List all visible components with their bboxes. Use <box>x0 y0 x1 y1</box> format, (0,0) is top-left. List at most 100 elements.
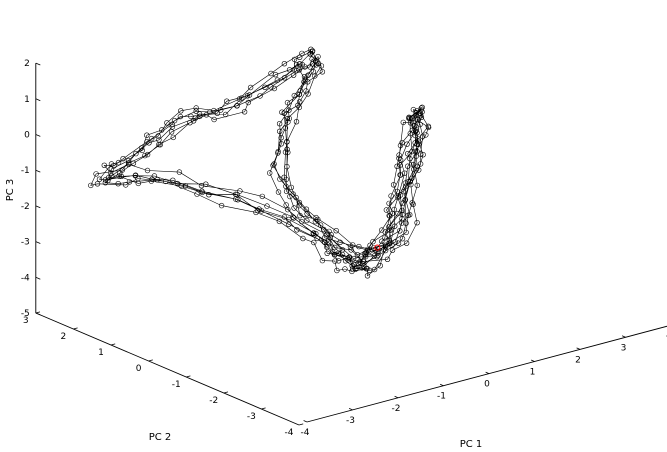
data-point-186 <box>277 128 283 135</box>
data-point-158 <box>256 206 262 212</box>
data-point-88 <box>286 221 292 228</box>
data-point-130 <box>414 220 420 226</box>
data-point-308 <box>164 120 170 126</box>
data-point-373 <box>93 171 99 177</box>
data-point-324 <box>276 120 283 127</box>
data-point-34 <box>193 108 199 114</box>
data-point-173 <box>214 110 221 116</box>
data-point-342 <box>411 122 418 129</box>
data-point-368 <box>163 178 169 185</box>
pc2-tick-2 <box>223 391 229 394</box>
data-point-129 <box>403 240 410 246</box>
data-point-108 <box>294 67 300 74</box>
pc2-axis-line <box>35 312 300 426</box>
data-point-375 <box>133 150 139 157</box>
data-point-410 <box>396 152 402 158</box>
data-point-8 <box>392 223 398 229</box>
data-point-237 <box>142 152 148 159</box>
pc2-tick-label-7: 3 <box>23 316 29 326</box>
data-point-244 <box>245 99 252 106</box>
pc3-tick-label-4: -1 <box>21 166 30 176</box>
pc2-tick-label-6: 2 <box>61 332 67 342</box>
data-point-355 <box>362 252 369 258</box>
data-point-66 <box>414 130 420 136</box>
pc3-tick-4 <box>35 169 41 173</box>
data-point-249 <box>315 53 321 60</box>
data-point-409 <box>394 163 400 170</box>
pc2-tick-0 <box>298 423 304 426</box>
data-point-86 <box>324 244 330 250</box>
data-point-154 <box>324 250 330 257</box>
data-point-322 <box>291 92 297 99</box>
data-point-152 <box>342 258 349 264</box>
data-point-182 <box>305 72 311 78</box>
data-point-62 <box>409 200 415 206</box>
data-point-304 <box>111 163 117 169</box>
data-point-283 <box>383 207 390 213</box>
data-point-280 <box>397 157 404 163</box>
data-point-44 <box>301 73 308 80</box>
data-point-336 <box>399 220 405 226</box>
data-point-295 <box>285 206 291 213</box>
data-point-253 <box>297 99 303 105</box>
pc2-tick-7 <box>35 311 41 314</box>
data-point-269 <box>402 197 408 204</box>
data-point-371 <box>94 181 101 187</box>
data-point-361 <box>319 257 326 264</box>
data-point-330 <box>313 214 319 221</box>
data-point-160 <box>199 188 205 194</box>
data-point-226 <box>290 214 296 220</box>
data-point-360 <box>332 258 338 264</box>
data-point-384 <box>281 75 288 81</box>
data-point-281 <box>401 170 408 176</box>
data-point-209 <box>415 138 421 144</box>
trajectory <box>88 46 432 279</box>
data-point-135 <box>420 133 426 140</box>
pc3-tick-6 <box>35 98 41 102</box>
data-point-4 <box>405 163 411 169</box>
data-point-314 <box>268 70 274 77</box>
data-point-339 <box>409 175 415 182</box>
data-point-344 <box>419 104 425 111</box>
data-point-126 <box>360 258 366 265</box>
data-point-316 <box>299 50 305 57</box>
data-point-5 <box>402 180 409 186</box>
data-point-49 <box>284 146 290 153</box>
data-point-333 <box>356 243 362 250</box>
data-point-331 <box>333 228 339 234</box>
data-point-376 <box>146 140 152 146</box>
data-point-159 <box>235 197 241 203</box>
data-point-397 <box>283 202 289 208</box>
data-point-315 <box>281 60 288 67</box>
data-point-80 <box>371 266 378 273</box>
pc3-tick-1 <box>35 276 41 280</box>
pc2-tick-label-5: 1 <box>98 348 104 358</box>
data-point-385 <box>293 61 300 68</box>
data-point-309 <box>178 108 184 114</box>
data-point-172 <box>188 113 194 120</box>
data-point-202 <box>407 155 413 162</box>
data-point-346 <box>400 119 406 126</box>
pc1-tick-label-3: -1 <box>437 392 446 402</box>
data-point-184 <box>284 99 291 106</box>
data-point-325 <box>278 141 284 147</box>
data-point-291 <box>332 251 338 258</box>
data-point-72 <box>405 151 411 157</box>
data-point-362 <box>311 239 317 246</box>
data-point-297 <box>237 188 243 194</box>
data-point-263 <box>350 255 357 262</box>
data-point-118 <box>282 149 289 155</box>
data-point-380 <box>196 111 203 117</box>
data-point-341 <box>416 141 422 148</box>
data-point-267 <box>399 236 406 242</box>
data-point-190 <box>293 194 299 201</box>
data-point-366 <box>218 202 225 209</box>
data-point-205 <box>406 114 412 121</box>
data-point-241 <box>203 112 210 118</box>
data-point-405 <box>389 242 395 248</box>
data-point-141 <box>409 148 415 155</box>
data-point-169 <box>144 132 150 138</box>
data-point-165 <box>96 176 103 182</box>
data-point-311 <box>211 107 217 114</box>
